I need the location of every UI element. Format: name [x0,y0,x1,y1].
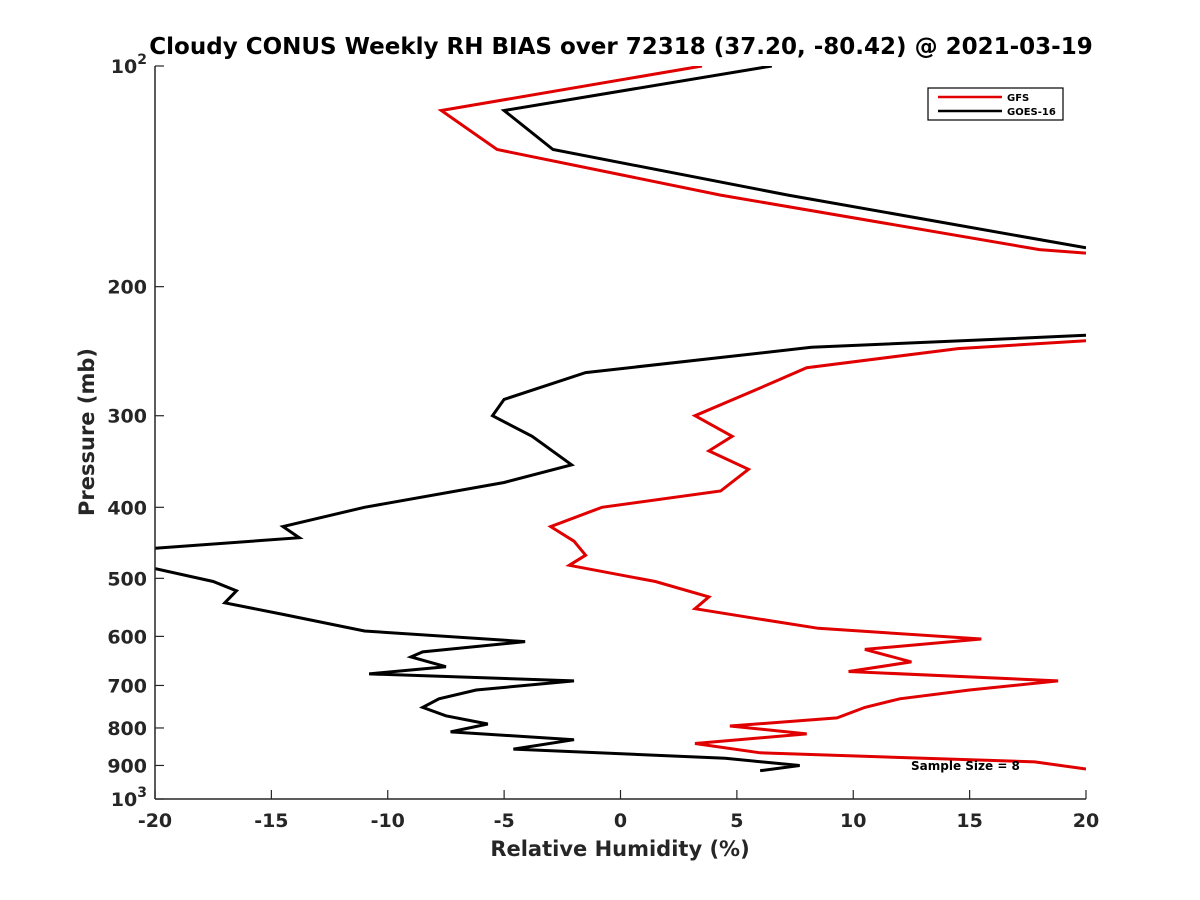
x-tick-label: 20 [1073,810,1099,832]
legend-label-gfs: GFS [1007,93,1029,104]
y-tick-label: 102 [111,52,147,78]
legend-box [927,87,1064,121]
y-tick-label: 200 [107,277,147,299]
x-tick-label: -5 [494,810,515,832]
y-tick-label: 700 [107,675,147,697]
y-tick-label: 600 [107,626,147,648]
x-axis-label: Relative Humidity (%) [490,837,749,861]
y-tick-label: 800 [107,718,147,740]
y-tick-label: 500 [107,568,147,590]
x-tick-label: -20 [138,810,172,832]
chart-title: Cloudy CONUS Weekly RH BIAS over 72318 (… [149,34,1092,60]
y-tick-label: 300 [107,406,147,428]
legend: GFS GOES-16 [927,87,1064,121]
plot-background [155,66,1086,799]
x-tick-label: -15 [254,810,288,832]
x-tick-label: -10 [371,810,405,832]
x-tick-label: 0 [614,810,627,832]
series-layer [155,66,1086,773]
sample-size-annotation: Sample Size = 8 [911,759,1020,773]
y-tick-label: 400 [107,497,147,519]
y-axis-ticks: 102 200 300 400 500 600 700 800 900 103 [107,52,164,811]
x-axis-ticks: -20 -15 -10 -5 0 5 10 15 20 [138,790,1099,832]
y-tick-label: 103 [111,785,147,811]
x-tick-label: 15 [956,810,982,832]
series-line-gfs [437,66,1086,771]
legend-label-goes16: GOES-16 [1007,107,1056,118]
y-tick-label: 900 [107,755,147,777]
series-line-goes16 [155,66,1086,773]
x-tick-label: 5 [730,810,743,832]
x-tick-label: 10 [840,810,866,832]
y-axis-label: Pressure (mb) [75,348,99,516]
plot-area [154,66,1086,800]
